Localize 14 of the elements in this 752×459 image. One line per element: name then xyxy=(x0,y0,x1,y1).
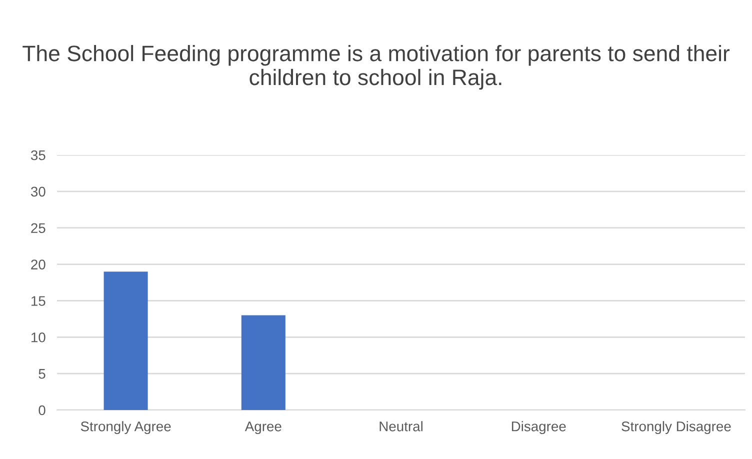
y-tick-label: 10 xyxy=(32,332,46,342)
y-tick-label: 5 xyxy=(38,369,46,379)
x-tick-label: Strongly Agree xyxy=(80,421,171,434)
x-tick-label: Agree xyxy=(244,422,282,434)
y-tick-label: 30 xyxy=(30,186,46,197)
x-tick-label: Strongly Disagree xyxy=(622,421,731,434)
x-tick-label: Neutral xyxy=(380,421,422,432)
y-tick-label: 20 xyxy=(31,260,46,270)
y-tick-label: 35 xyxy=(30,150,46,160)
y-tick-label: 0 xyxy=(38,405,46,416)
y-tick-label: 25 xyxy=(31,223,46,234)
x-tick-label: Disagree xyxy=(512,421,566,434)
chart-title: The School Feeding programme is a motivation for parents to send their children to school in Raja. xyxy=(22,45,730,90)
y-tick-label: 15 xyxy=(32,296,46,306)
